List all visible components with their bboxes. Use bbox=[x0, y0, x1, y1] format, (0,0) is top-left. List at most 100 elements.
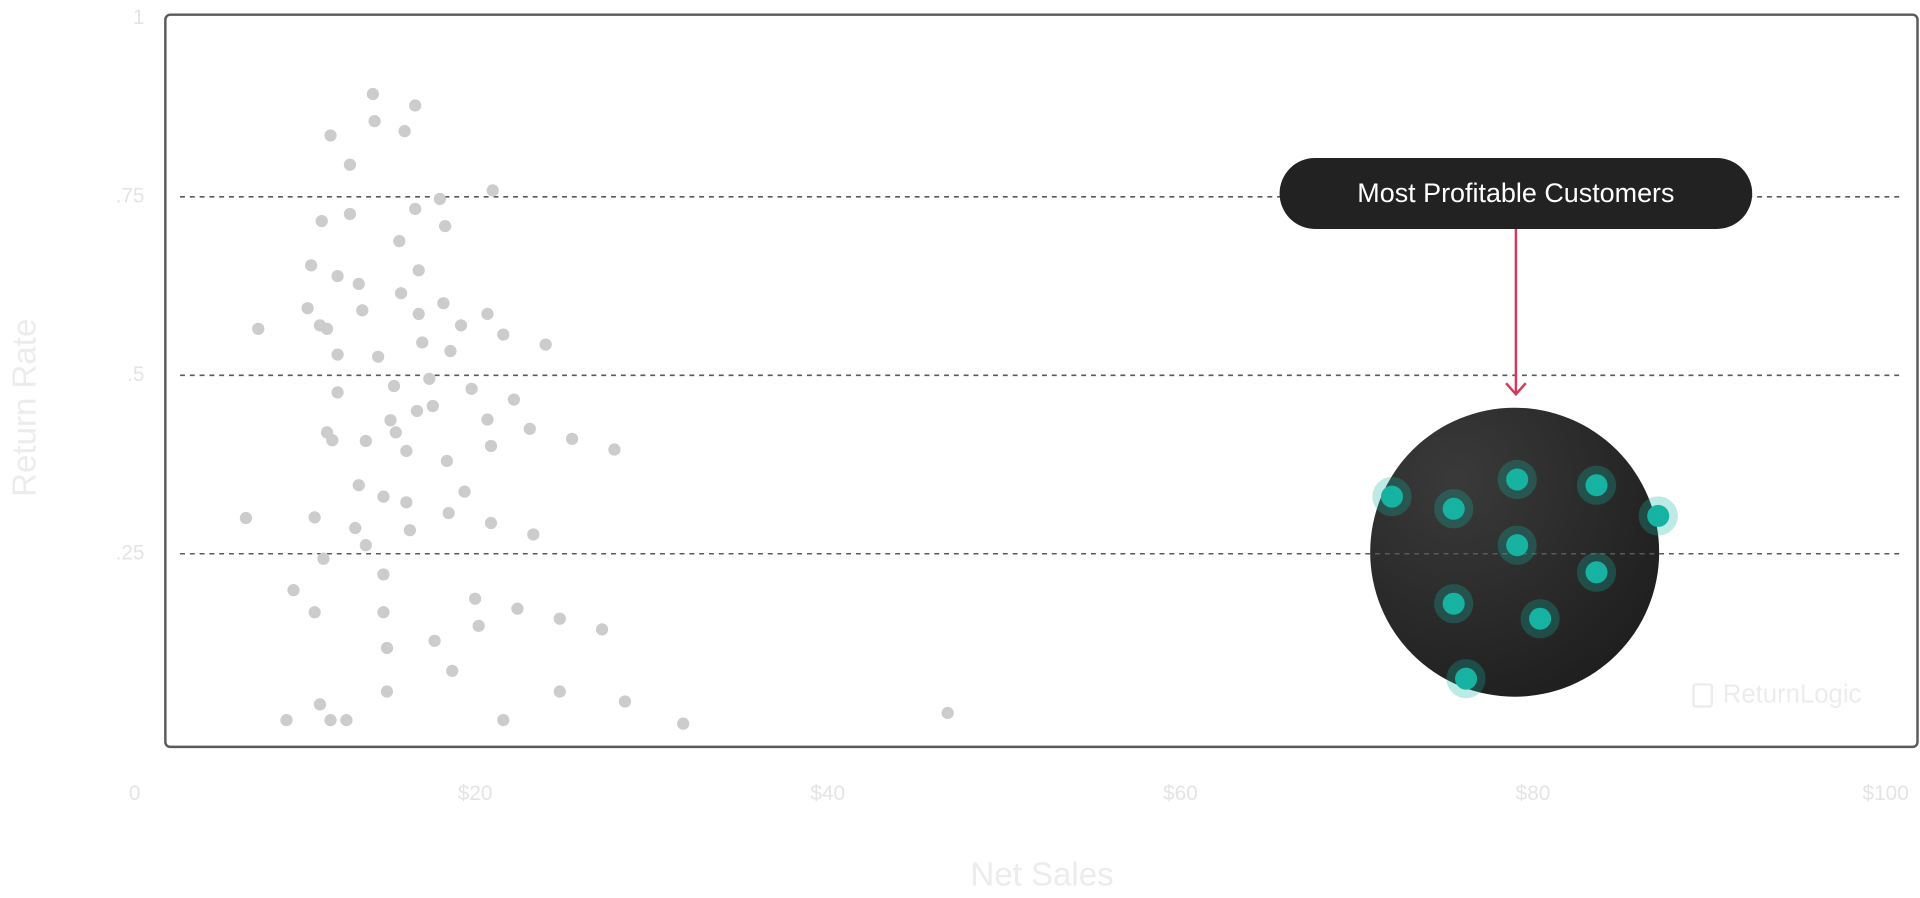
point bbox=[359, 434, 372, 448]
point bbox=[481, 413, 494, 426]
x-tick-label: $80 bbox=[1516, 782, 1551, 805]
highlight-point bbox=[1497, 459, 1537, 500]
point bbox=[349, 521, 362, 535]
point bbox=[539, 338, 552, 351]
x-tick-label: $60 bbox=[1163, 782, 1198, 805]
point bbox=[426, 399, 439, 413]
point bbox=[324, 713, 337, 727]
point bbox=[387, 379, 401, 393]
x-tick-label: $100 bbox=[1863, 782, 1909, 805]
point bbox=[433, 192, 446, 206]
point bbox=[486, 184, 499, 197]
point bbox=[368, 115, 381, 128]
point bbox=[287, 584, 300, 597]
point bbox=[324, 129, 337, 142]
point bbox=[608, 443, 621, 456]
y-axis-title: Return Rate bbox=[7, 319, 44, 497]
highlight-point bbox=[1520, 599, 1560, 639]
point bbox=[941, 706, 954, 720]
point bbox=[412, 264, 425, 277]
x-tick-label: $40 bbox=[810, 782, 845, 805]
point bbox=[320, 322, 334, 336]
point bbox=[497, 713, 510, 727]
y-tick-label: .75 bbox=[116, 184, 145, 207]
arrow-head bbox=[1505, 382, 1527, 397]
point bbox=[472, 619, 485, 632]
point bbox=[326, 434, 339, 447]
point bbox=[372, 350, 385, 363]
point bbox=[359, 539, 372, 552]
point bbox=[416, 336, 429, 349]
point bbox=[618, 695, 632, 708]
y-tick-label: .25 bbox=[116, 541, 145, 564]
point bbox=[481, 307, 494, 321]
point bbox=[301, 302, 314, 315]
point bbox=[465, 382, 478, 395]
point bbox=[352, 277, 365, 291]
watermark-icon bbox=[1692, 683, 1714, 708]
point bbox=[384, 414, 397, 427]
point bbox=[507, 393, 521, 406]
annotation: Most Profitable Customers bbox=[1357, 178, 1674, 208]
point bbox=[428, 634, 441, 647]
point bbox=[317, 552, 330, 565]
point bbox=[553, 612, 566, 625]
point bbox=[343, 207, 357, 221]
point bbox=[377, 568, 390, 581]
point bbox=[439, 219, 452, 233]
point bbox=[565, 432, 579, 445]
point bbox=[315, 214, 328, 228]
point bbox=[389, 426, 402, 439]
highlight-point bbox=[1638, 496, 1678, 536]
point bbox=[497, 328, 510, 341]
point bbox=[484, 439, 498, 453]
watermark: ReturnLogic bbox=[1723, 680, 1862, 708]
x-tick-label: $20 bbox=[458, 782, 493, 805]
point bbox=[437, 297, 450, 310]
highlight-point bbox=[1434, 584, 1474, 624]
point bbox=[553, 685, 566, 698]
point bbox=[440, 454, 454, 468]
point bbox=[331, 386, 344, 399]
point bbox=[423, 372, 436, 385]
point bbox=[308, 606, 321, 619]
point bbox=[409, 99, 422, 112]
y-tick-label: .5 bbox=[127, 363, 144, 386]
x-axis-title: Net Sales bbox=[970, 856, 1113, 893]
point bbox=[331, 348, 344, 361]
point bbox=[308, 511, 321, 524]
point bbox=[444, 344, 457, 358]
point bbox=[252, 322, 265, 336]
point bbox=[356, 304, 369, 317]
point bbox=[377, 606, 390, 619]
point bbox=[454, 319, 468, 332]
point bbox=[340, 713, 353, 727]
point bbox=[469, 592, 482, 605]
point bbox=[527, 528, 540, 541]
y-tick-label: 1 bbox=[133, 6, 145, 29]
point bbox=[280, 713, 293, 727]
highlight-point bbox=[1576, 465, 1617, 505]
point bbox=[352, 479, 365, 492]
point bbox=[377, 490, 390, 503]
point bbox=[398, 125, 411, 138]
point bbox=[458, 485, 471, 498]
x-tick-label: 0 bbox=[129, 782, 141, 805]
point bbox=[394, 287, 408, 300]
point bbox=[305, 259, 318, 272]
point bbox=[677, 717, 690, 730]
highlight-point bbox=[1446, 659, 1486, 699]
point bbox=[331, 269, 344, 283]
point bbox=[511, 602, 524, 615]
point bbox=[366, 87, 379, 101]
highlight-point bbox=[1372, 477, 1412, 517]
point bbox=[595, 623, 609, 636]
point bbox=[410, 404, 424, 418]
point bbox=[380, 685, 394, 698]
point bbox=[380, 641, 394, 655]
point bbox=[523, 422, 536, 435]
point bbox=[239, 511, 253, 525]
point bbox=[343, 158, 357, 171]
